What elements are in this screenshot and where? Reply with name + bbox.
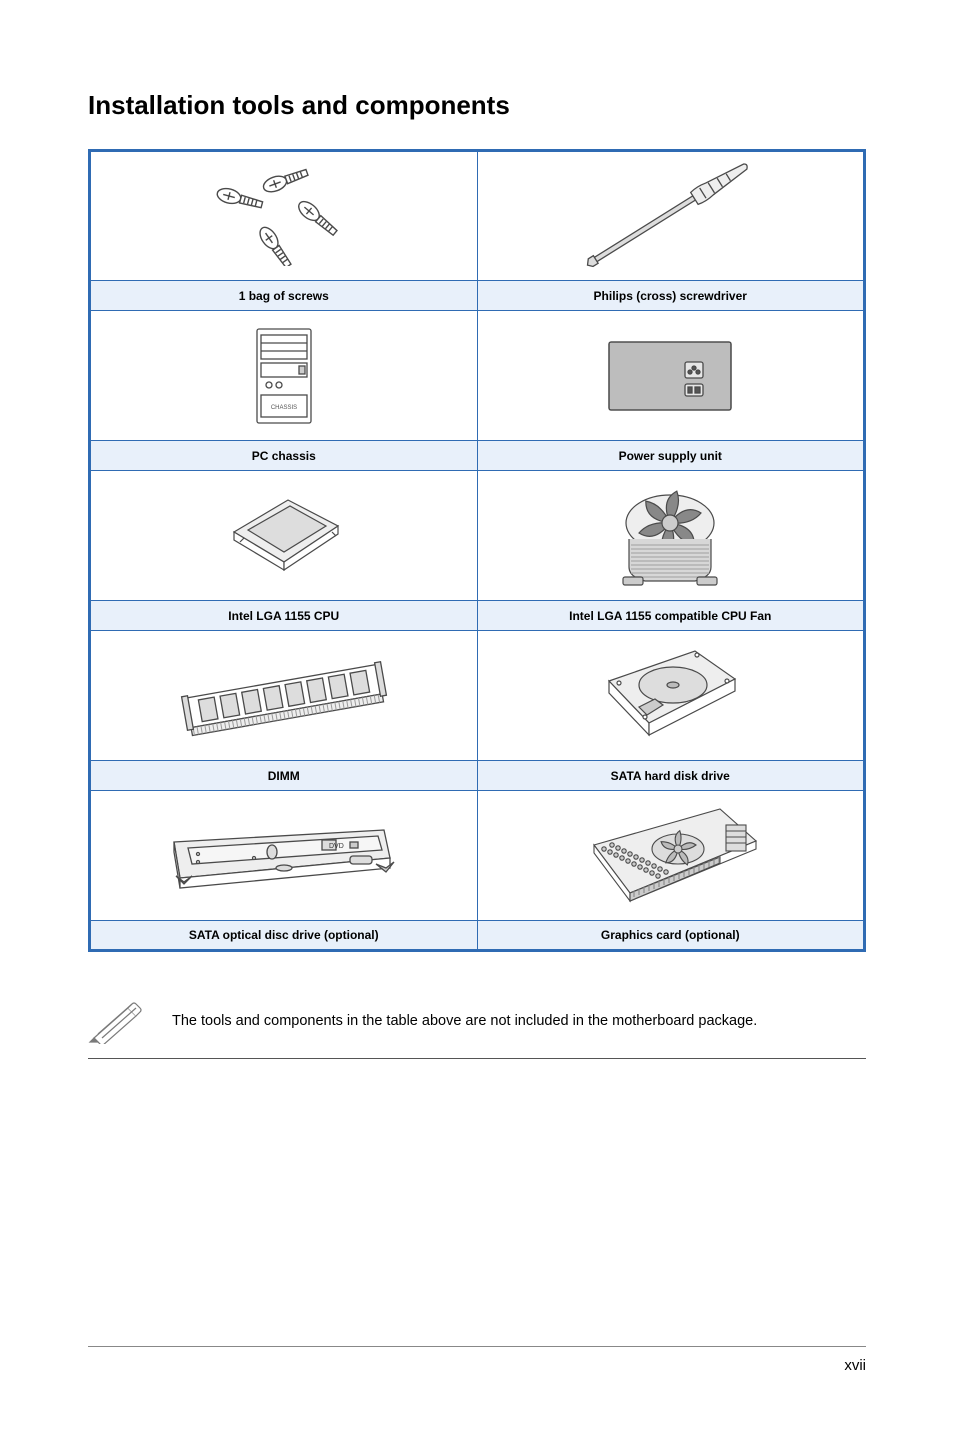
dimm-icon: [90, 631, 478, 761]
note-row: The tools and components in the table ab…: [88, 998, 866, 1059]
cpufan-icon: [477, 471, 865, 601]
components-table: 1 bag of screwsPhilips (cross) screwdriv…: [88, 149, 866, 952]
component-label: Philips (cross) screwdriver: [477, 281, 865, 311]
note-text: The tools and components in the table ab…: [172, 1013, 757, 1029]
gpu-icon: [477, 791, 865, 921]
pencil-icon: [88, 998, 148, 1044]
component-label: Power supply unit: [477, 441, 865, 471]
cpu-icon: [90, 471, 478, 601]
optical-icon: DVD: [90, 791, 478, 921]
svg-text:CHASSIS: CHASSIS: [271, 405, 297, 411]
hdd-icon: [477, 631, 865, 761]
chassis-icon: CHASSIS: [90, 311, 478, 441]
component-label: Intel LGA 1155 compatible CPU Fan: [477, 601, 865, 631]
component-label: SATA hard disk drive: [477, 761, 865, 791]
component-label: 1 bag of screws: [90, 281, 478, 311]
component-label: Intel LGA 1155 CPU: [90, 601, 478, 631]
page-title: Installation tools and components: [88, 90, 866, 121]
screwdriver-icon: [477, 151, 865, 281]
component-label: DIMM: [90, 761, 478, 791]
screws-icon: [90, 151, 478, 281]
psu-icon: [477, 311, 865, 441]
component-label: SATA optical disc drive (optional): [90, 921, 478, 951]
component-label: Graphics card (optional): [477, 921, 865, 951]
svg-text:DVD: DVD: [329, 843, 344, 850]
component-label: PC chassis: [90, 441, 478, 471]
page-number: xvii: [88, 1346, 866, 1374]
